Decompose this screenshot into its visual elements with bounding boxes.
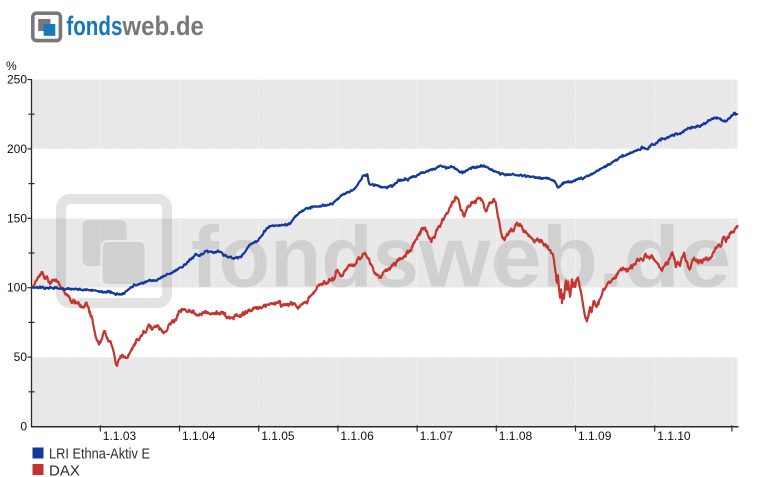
svg-text:web.de: web.de xyxy=(418,210,731,306)
svg-text:50: 50 xyxy=(14,350,28,364)
svg-text:100: 100 xyxy=(7,281,27,295)
svg-text:1.1.08: 1.1.08 xyxy=(499,429,533,443)
svg-text:DAX: DAX xyxy=(49,462,80,477)
svg-text:250: 250 xyxy=(7,73,27,87)
svg-text:web.de: web.de xyxy=(122,11,204,41)
svg-text:150: 150 xyxy=(7,211,27,225)
svg-text:1.1.04: 1.1.04 xyxy=(182,429,216,443)
svg-text:1.1.06: 1.1.06 xyxy=(340,429,374,443)
svg-text:1.1.03: 1.1.03 xyxy=(103,429,137,443)
svg-text:1.1.07: 1.1.07 xyxy=(420,429,454,443)
svg-text:200: 200 xyxy=(7,142,27,156)
svg-text:LRI Ethna-Aktiv E: LRI Ethna-Aktiv E xyxy=(49,446,150,463)
svg-text:1.1.05: 1.1.05 xyxy=(261,429,295,443)
svg-text:fonds: fonds xyxy=(191,210,419,306)
svg-text:0: 0 xyxy=(20,420,27,434)
svg-text:1.1.09: 1.1.09 xyxy=(578,429,612,443)
svg-text:fonds: fonds xyxy=(66,11,122,41)
svg-text:1.1.10: 1.1.10 xyxy=(657,429,691,443)
svg-text:%: % xyxy=(6,59,17,73)
